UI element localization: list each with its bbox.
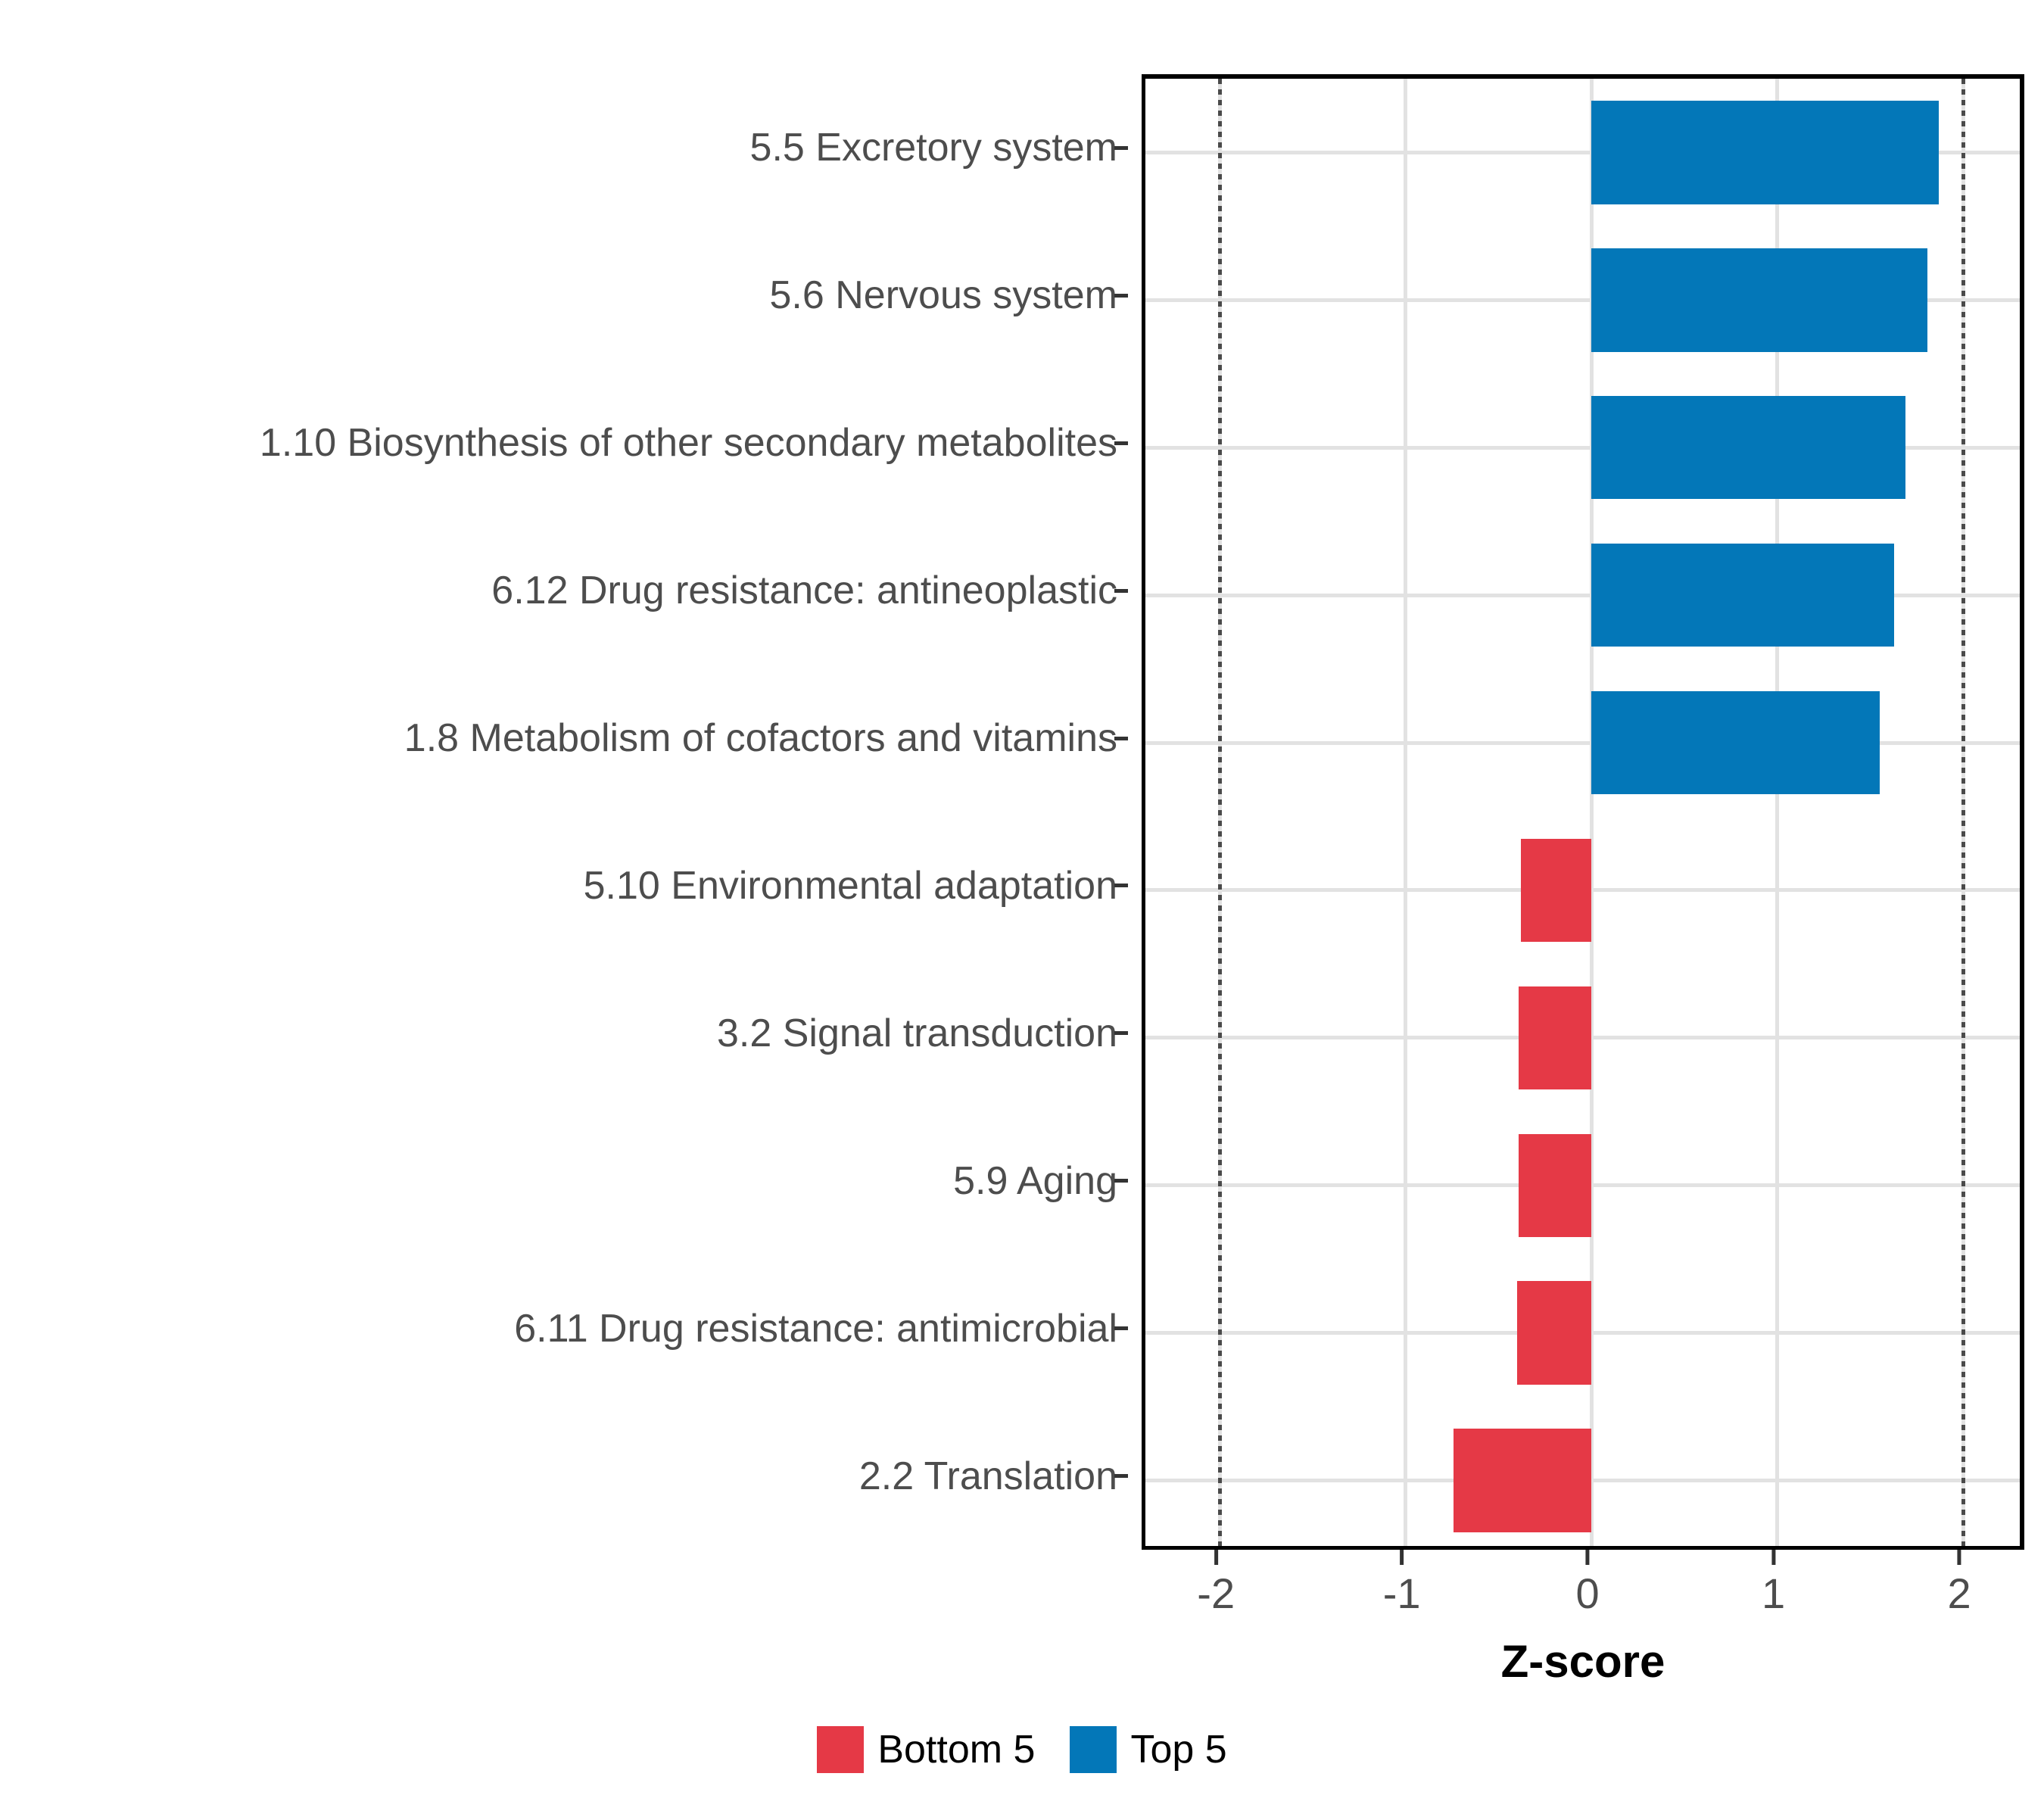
gridline-horizontal xyxy=(1145,593,2020,597)
y-tick-mark xyxy=(1114,884,1128,888)
x-tick-mark xyxy=(1400,1550,1404,1565)
y-tick-label: 5.10 Environmental adaptation xyxy=(583,863,1117,908)
y-tick-mark xyxy=(1114,1474,1128,1479)
legend-label: Bottom 5 xyxy=(877,1728,1036,1772)
legend-swatch-icon xyxy=(1070,1726,1117,1773)
bar-positive[interactable] xyxy=(1591,101,1940,204)
y-tick-label: 5.5 Excretory system xyxy=(749,126,1117,170)
x-tick-label: 2 xyxy=(1947,1569,1971,1617)
x-tick-label: 1 xyxy=(1762,1569,1786,1617)
x-tick-label: 0 xyxy=(1575,1569,1600,1617)
y-tick-label: 6.12 Drug resistance: antineoplastic xyxy=(491,569,1117,613)
x-tick-mark xyxy=(1957,1550,1961,1565)
gridline-horizontal xyxy=(1145,740,2020,745)
gridline-horizontal xyxy=(1145,298,2020,302)
y-tick-mark xyxy=(1114,736,1128,740)
x-tick-label: -2 xyxy=(1197,1569,1235,1617)
reference-line xyxy=(1217,79,1222,1546)
y-tick-label: 1.10 Biosynthesis of other secondary met… xyxy=(259,421,1117,466)
y-tick-mark xyxy=(1114,293,1128,298)
bar-negative[interactable] xyxy=(1519,1133,1592,1237)
y-tick-mark xyxy=(1114,1179,1128,1183)
y-tick-mark xyxy=(1114,1326,1128,1331)
x-axis-title: Z-score xyxy=(1500,1636,1665,1687)
plot-area xyxy=(1145,79,2020,1546)
gridline-horizontal xyxy=(1145,150,2020,154)
legend-swatch-icon xyxy=(817,1726,865,1773)
bar-positive[interactable] xyxy=(1591,248,1928,352)
x-tick-mark xyxy=(1214,1550,1218,1565)
bar-positive[interactable] xyxy=(1591,543,1895,647)
legend-item[interactable]: Bottom 5 xyxy=(817,1726,1035,1773)
x-tick: -1 xyxy=(1383,1550,1421,1615)
x-axis: -2 -1 0 1 2 xyxy=(1142,1550,2024,1648)
plot-panel xyxy=(1142,74,2024,1550)
y-tick-label: 1.8 Metabolism of cofactors and vitamins xyxy=(404,716,1117,761)
y-tick-mark xyxy=(1114,1031,1128,1036)
y-tick-label: 5.6 Nervous system xyxy=(769,273,1118,318)
legend-item[interactable]: Top 5 xyxy=(1070,1726,1227,1773)
y-tick-label: 2.2 Translation xyxy=(858,1454,1117,1498)
y-tick-mark xyxy=(1114,145,1128,150)
bar-negative[interactable] xyxy=(1454,1429,1592,1532)
y-tick-mark xyxy=(1114,588,1128,593)
y-axis: 5.5 Excretory system 5.6 Nervous system 1.… xyxy=(0,74,1128,1550)
x-tick: 2 xyxy=(1948,1550,1971,1615)
x-tick-mark xyxy=(1585,1550,1590,1565)
x-tick-label: -1 xyxy=(1382,1569,1421,1617)
bar-negative[interactable] xyxy=(1516,1281,1592,1385)
x-tick: 1 xyxy=(1762,1550,1785,1615)
bar-negative[interactable] xyxy=(1520,838,1592,943)
y-tick-mark xyxy=(1114,441,1128,445)
y-tick-label: 5.9 Aging xyxy=(953,1158,1117,1203)
y-tick-label: 3.2 Signal transduction xyxy=(716,1011,1117,1055)
gridline-vertical xyxy=(1404,79,1408,1546)
bar-positive[interactable] xyxy=(1591,396,1905,500)
bar-negative[interactable] xyxy=(1519,986,1592,1090)
gridline-horizontal xyxy=(1145,445,2020,450)
gridline-vertical xyxy=(1775,79,1780,1546)
legend-label: Top 5 xyxy=(1130,1728,1227,1772)
x-tick: -2 xyxy=(1197,1550,1235,1615)
x-tick: 0 xyxy=(1576,1550,1600,1615)
reference-line xyxy=(1961,79,1965,1546)
x-tick-mark xyxy=(1771,1550,1776,1565)
gridline-vertical xyxy=(1589,79,1594,1546)
chart-legend: Bottom 5 Top 5 xyxy=(0,1726,2044,1773)
bar-positive[interactable] xyxy=(1591,690,1880,795)
y-tick-label: 6.11 Drug resistance: antimicrobial xyxy=(514,1306,1117,1351)
